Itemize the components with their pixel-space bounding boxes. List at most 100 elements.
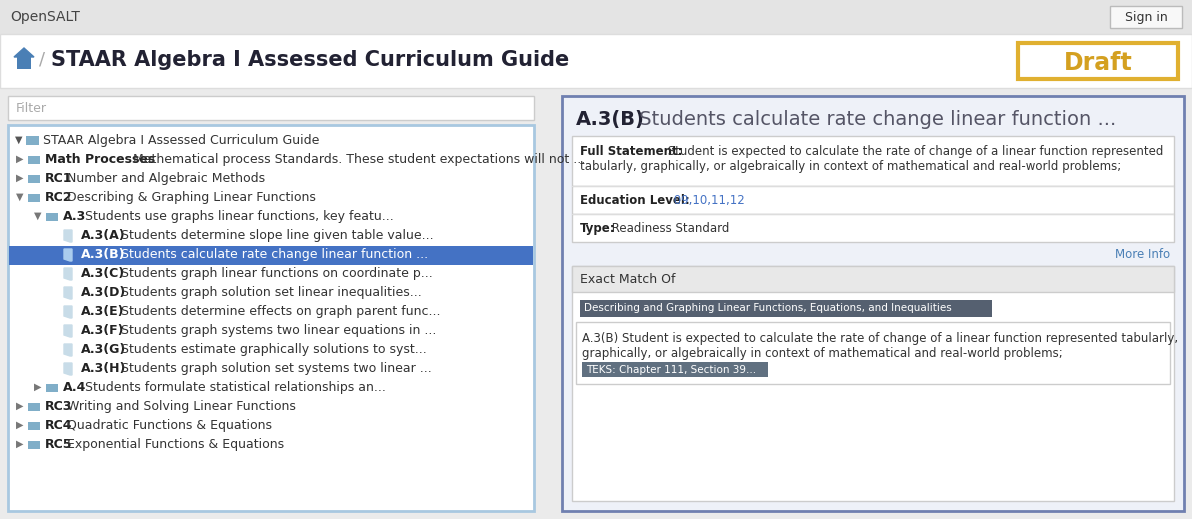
Bar (1018, 43, 1178, 79)
Polygon shape (64, 230, 72, 242)
Text: TEKS: Chapter 111, Section 39...: TEKS: Chapter 111, Section 39... (586, 365, 756, 375)
Polygon shape (14, 48, 35, 57)
Bar (0, 88, 1192, 519)
Bar (0, 34, 1192, 88)
Text: RC1: RC1 (45, 172, 73, 185)
Text: Writing and Solving Linear Functions: Writing and Solving Linear Functions (63, 400, 296, 413)
Text: Sign in: Sign in (1124, 11, 1167, 24)
Bar (1110, 6, 1182, 28)
Text: A.3: A.3 (63, 210, 86, 223)
Polygon shape (64, 249, 72, 261)
Bar (27, 403, 41, 411)
Text: A.3(H): A.3(H) (81, 362, 126, 375)
Text: ▶: ▶ (35, 382, 42, 392)
Text: A.3(F): A.3(F) (81, 324, 124, 337)
Text: Students use graphs linear functions, key featu...: Students use graphs linear functions, ke… (81, 210, 393, 223)
Text: RC4: RC4 (45, 419, 73, 432)
Text: Filter: Filter (15, 102, 46, 115)
Text: A.3(G): A.3(G) (81, 343, 126, 356)
Text: Full Statement:: Full Statement: (581, 145, 683, 158)
Text: RC2: RC2 (45, 191, 73, 204)
Text: A.3(C): A.3(C) (81, 267, 125, 280)
Text: STAAR Algebra I Assessed Curriculum Guide: STAAR Algebra I Assessed Curriculum Guid… (43, 134, 319, 147)
Text: ▶: ▶ (15, 173, 24, 183)
Text: RC3: RC3 (45, 400, 73, 413)
Text: Draft: Draft (1063, 51, 1132, 75)
Text: Students graph systems two linear equations in ...: Students graph systems two linear equati… (117, 324, 436, 337)
Bar (27, 194, 41, 202)
Bar (46, 384, 58, 392)
Bar (10, 246, 533, 265)
Bar (27, 441, 41, 449)
Polygon shape (64, 306, 72, 318)
Bar (8, 96, 534, 120)
Text: Mathematical process Standards. These student expectations will not ...: Mathematical process Standards. These st… (129, 153, 585, 166)
Bar (572, 186, 1174, 214)
Text: ▼: ▼ (15, 192, 24, 202)
Polygon shape (64, 325, 72, 337)
Bar (572, 266, 1174, 292)
Text: Math Processes: Math Processes (45, 153, 155, 166)
Bar (576, 322, 1171, 384)
Text: ▶: ▶ (15, 401, 24, 411)
Text: A.3(B): A.3(B) (81, 248, 125, 261)
Text: Students graph solution set linear inequalities...: Students graph solution set linear inequ… (117, 286, 422, 299)
Text: ▶: ▶ (15, 439, 24, 449)
Bar (572, 186, 1174, 187)
Text: OpenSALT: OpenSALT (10, 10, 80, 24)
Bar (572, 266, 1174, 501)
Text: Quadratic Functions & Equations: Quadratic Functions & Equations (63, 419, 272, 432)
Text: ▶: ▶ (15, 420, 24, 430)
Text: /: / (39, 51, 45, 69)
Bar (572, 136, 1174, 186)
Bar (0, 0, 1192, 34)
Text: More Info: More Info (1115, 248, 1171, 261)
Text: Students graph linear functions on coordinate p...: Students graph linear functions on coord… (117, 267, 433, 280)
Bar (27, 175, 41, 183)
Bar (582, 362, 768, 377)
Text: A.4: A.4 (63, 381, 86, 394)
Text: Describing and Graphing Linear Functions, Equations, and Inequalities: Describing and Graphing Linear Functions… (584, 303, 951, 313)
Text: A.3(E): A.3(E) (81, 305, 124, 318)
Polygon shape (64, 268, 72, 280)
Bar (46, 213, 58, 221)
Bar (27, 156, 41, 164)
Bar (581, 300, 992, 317)
Bar (8, 125, 534, 511)
Text: Describing & Graphing Linear Functions: Describing & Graphing Linear Functions (63, 191, 316, 204)
Text: A.3(B): A.3(B) (576, 110, 645, 129)
Bar (572, 214, 1174, 242)
Text: ▶: ▶ (15, 154, 24, 164)
Text: 09,10,11,12: 09,10,11,12 (670, 194, 744, 207)
Text: Students calculate rate change linear function ...: Students calculate rate change linear fu… (633, 110, 1116, 129)
Text: A.3(A): A.3(A) (81, 229, 125, 242)
Text: Students formulate statistical relationships an...: Students formulate statistical relations… (81, 381, 386, 394)
Text: Student is expected to calculate the rate of change of a linear function represe: Student is expected to calculate the rat… (664, 145, 1163, 158)
Text: A.3(D): A.3(D) (81, 286, 126, 299)
Text: A.3(B) Student is expected to calculate the rate of change of a linear function : A.3(B) Student is expected to calculate … (582, 332, 1178, 345)
Text: Students estimate graphically solutions to syst...: Students estimate graphically solutions … (117, 343, 427, 356)
Text: STAAR Algebra I Assessed Curriculum Guide: STAAR Algebra I Assessed Curriculum Guid… (51, 50, 570, 70)
Text: Students determine slope line given table value...: Students determine slope line given tabl… (117, 229, 434, 242)
Text: Exact Match Of: Exact Match Of (581, 273, 676, 286)
Polygon shape (64, 344, 72, 356)
Text: Number and Algebraic Methods: Number and Algebraic Methods (63, 172, 265, 185)
Text: ▼: ▼ (35, 211, 42, 221)
Text: Education Level:: Education Level: (581, 194, 690, 207)
Text: ▼: ▼ (15, 135, 23, 145)
Bar (561, 96, 1184, 511)
Text: Exponential Functions & Equations: Exponential Functions & Equations (63, 438, 284, 451)
Bar (27, 422, 41, 430)
Bar (17, 57, 31, 69)
Polygon shape (64, 287, 72, 299)
Text: graphically, or algebraically in context of mathematical and real-world problems: graphically, or algebraically in context… (582, 347, 1063, 360)
Polygon shape (64, 363, 72, 375)
Bar (572, 214, 1174, 215)
Bar (26, 136, 39, 145)
Text: Students determine effects on graph parent func...: Students determine effects on graph pare… (117, 305, 441, 318)
Text: RC5: RC5 (45, 438, 73, 451)
Text: tabularly, graphically, or algebraically in context of mathematical and real-wor: tabularly, graphically, or algebraically… (581, 160, 1122, 173)
Text: Students calculate rate change linear function ...: Students calculate rate change linear fu… (117, 248, 428, 261)
Text: Type:: Type: (581, 222, 615, 235)
Text: Students graph solution set systems two linear ...: Students graph solution set systems two … (117, 362, 432, 375)
